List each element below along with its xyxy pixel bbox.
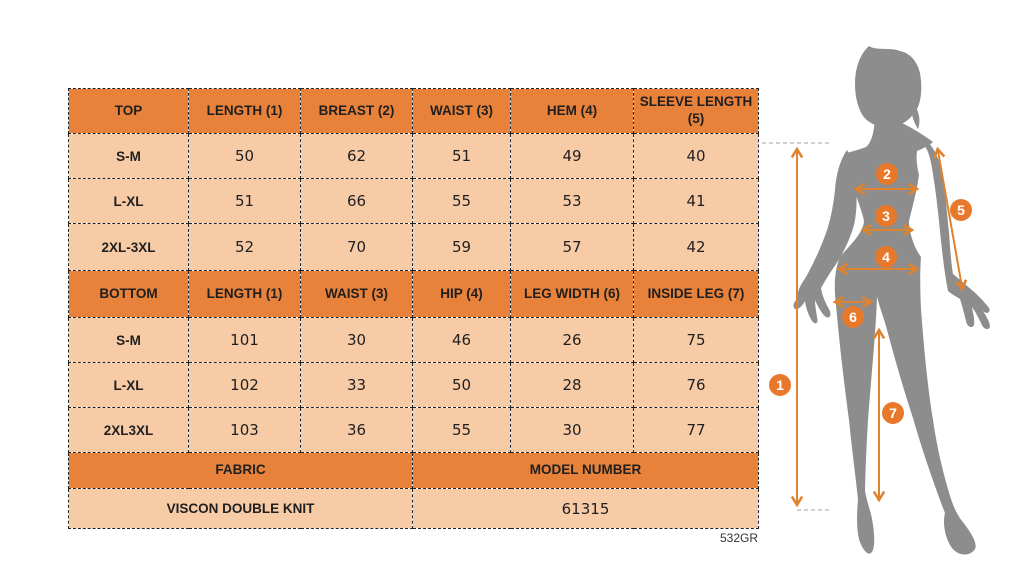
column-header-leg-width: LEG WIDTH (6) <box>510 270 634 318</box>
column-header-top: TOP <box>68 88 189 134</box>
value-cell: 102 <box>188 362 301 408</box>
svg-text:4: 4 <box>882 249 890 265</box>
value-cell: 30 <box>510 407 634 453</box>
model-number-value: 61315 <box>412 488 759 529</box>
value-cell: 28 <box>510 362 634 408</box>
value-cell: 40 <box>633 133 759 179</box>
value-cell: 51 <box>412 133 511 179</box>
info-value-row: VISCON DOUBLE KNIT 61315 <box>68 488 759 529</box>
value-cell: 70 <box>300 223 413 271</box>
value-cell: 77 <box>633 407 759 453</box>
value-cell: 46 <box>412 317 511 363</box>
style-code: 532GR <box>719 531 758 545</box>
value-cell: 33 <box>300 362 413 408</box>
value-cell: 55 <box>412 407 511 453</box>
size-label: S-M <box>68 317 189 363</box>
table-row: L-XL 102 33 50 28 76 <box>68 362 759 408</box>
measure-marker-2: 2 <box>876 163 898 185</box>
value-cell: 41 <box>633 178 759 224</box>
size-label: 2XL3XL <box>68 407 189 453</box>
value-cell: 101 <box>188 317 301 363</box>
measure-marker-4: 4 <box>875 246 897 268</box>
bottom-header-row: BOTTOM LENGTH (1) WAIST (3) HIP (4) LEG … <box>68 270 759 318</box>
value-cell: 51 <box>188 178 301 224</box>
column-header-waist: WAIST (3) <box>300 270 413 318</box>
value-cell: 66 <box>300 178 413 224</box>
measure-marker-5: 5 <box>950 199 972 221</box>
svg-text:7: 7 <box>889 405 897 421</box>
column-header-breast: BREAST (2) <box>300 88 413 134</box>
column-header-length: LENGTH (1) <box>188 270 301 318</box>
measure-marker-1: 1 <box>769 374 791 396</box>
value-cell: 76 <box>633 362 759 408</box>
table-row: S-M 101 30 46 26 75 <box>68 317 759 363</box>
svg-text:2: 2 <box>883 166 891 182</box>
measure-marker-6: 6 <box>842 306 864 328</box>
value-cell: 49 <box>510 133 634 179</box>
measurement-figure: 1 2 3 4 5 6 7 <box>762 46 990 555</box>
column-header-sleeve-length: SLEEVE LENGTH (5) <box>633 88 759 134</box>
arrow-sleeve-5 <box>932 146 968 292</box>
column-header-inside-leg: INSIDE LEG (7) <box>633 270 759 318</box>
svg-text:3: 3 <box>882 208 890 224</box>
svg-text:6: 6 <box>849 309 857 325</box>
fabric-header: FABRIC <box>68 452 413 489</box>
size-label: S-M <box>68 133 189 179</box>
size-label: L-XL <box>68 362 189 408</box>
column-header-hip: HIP (4) <box>412 270 511 318</box>
value-cell: 57 <box>510 223 634 271</box>
value-cell: 42 <box>633 223 759 271</box>
fabric-value: VISCON DOUBLE KNIT <box>68 488 413 529</box>
value-cell: 55 <box>412 178 511 224</box>
guide-dash-lines <box>762 142 831 511</box>
value-cell: 50 <box>412 362 511 408</box>
value-cell: 62 <box>300 133 413 179</box>
column-header-length: LENGTH (1) <box>188 88 301 134</box>
svg-text:5: 5 <box>957 202 965 218</box>
table-row: 2XL3XL 103 36 55 30 77 <box>68 407 759 453</box>
value-cell: 50 <box>188 133 301 179</box>
value-cell: 103 <box>188 407 301 453</box>
female-silhouette-icon <box>793 46 990 555</box>
value-cell: 52 <box>188 223 301 271</box>
measure-marker-7: 7 <box>882 402 904 424</box>
size-label: 2XL-3XL <box>68 223 189 271</box>
svg-text:1: 1 <box>776 377 784 393</box>
column-header-waist: WAIST (3) <box>412 88 511 134</box>
top-header-row: TOP LENGTH (1) BREAST (2) WAIST (3) HEM … <box>68 88 759 134</box>
size-label: L-XL <box>68 178 189 224</box>
column-header-bottom: BOTTOM <box>68 270 189 318</box>
model-number-header: MODEL NUMBER <box>412 452 759 489</box>
value-cell: 59 <box>412 223 511 271</box>
value-cell: 36 <box>300 407 413 453</box>
value-cell: 26 <box>510 317 634 363</box>
column-header-hem: HEM (4) <box>510 88 634 134</box>
table-row: 2XL-3XL 52 70 59 57 42 <box>68 223 759 271</box>
table-row: L-XL 51 66 55 53 41 <box>68 178 759 224</box>
measure-marker-3: 3 <box>875 205 897 227</box>
value-cell: 53 <box>510 178 634 224</box>
table-row: S-M 50 62 51 49 40 <box>68 133 759 179</box>
value-cell: 75 <box>633 317 759 363</box>
info-header-row: FABRIC MODEL NUMBER <box>68 452 759 489</box>
size-chart-table: TOP LENGTH (1) BREAST (2) WAIST (3) HEM … <box>68 88 759 529</box>
value-cell: 30 <box>300 317 413 363</box>
